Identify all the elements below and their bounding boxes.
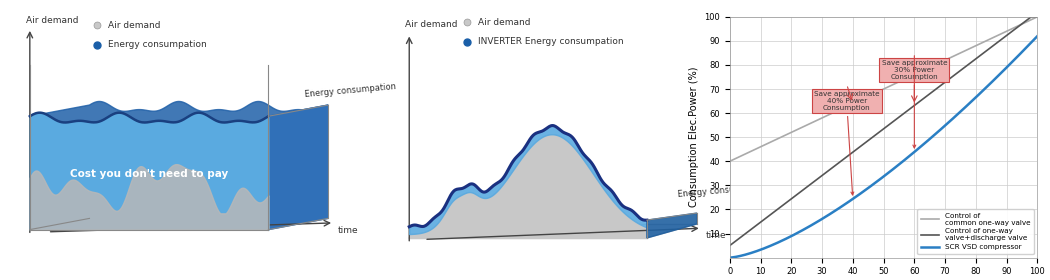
SCR VSD compressor xyxy=(723,256,736,259)
Text: Save approximate
40% Power
Consumption: Save approximate 40% Power Consumption xyxy=(814,91,880,195)
Text: Energy consumpation: Energy consumpation xyxy=(304,83,397,99)
Y-axis label: Consumption Elec.Power (%): Consumption Elec.Power (%) xyxy=(689,67,698,207)
Polygon shape xyxy=(29,101,328,123)
SCR VSD compressor xyxy=(872,179,884,183)
Text: Air demand: Air demand xyxy=(108,21,161,30)
SCR VSD compressor xyxy=(869,181,882,184)
Control of one-way
valve+discharge valve xyxy=(723,244,736,247)
Control of one-way
valve+discharge valve xyxy=(1024,16,1036,19)
Control of
common one-way valve xyxy=(723,160,736,163)
Control of one-way
valve+discharge valve xyxy=(1031,15,1044,18)
Control of
common one-way valve xyxy=(1024,18,1036,22)
Text: Energy consumpation: Energy consumpation xyxy=(677,182,769,199)
Text: Energy consumpation: Energy consumpation xyxy=(108,40,207,49)
Control of
common one-way valve xyxy=(869,91,882,94)
Control of
common one-way valve xyxy=(975,41,988,45)
SCR VSD compressor xyxy=(975,90,988,93)
Control of
common one-way valve xyxy=(890,81,903,85)
Control of one-way
valve+discharge valve xyxy=(906,105,919,108)
SCR VSD compressor xyxy=(1031,34,1044,38)
Control of one-way
valve+discharge valve xyxy=(975,52,988,56)
Text: INVERTER Energy consumpation: INVERTER Energy consumpation xyxy=(478,38,624,46)
SCR VSD compressor xyxy=(890,165,903,168)
SCR VSD compressor xyxy=(906,151,919,155)
Control of
common one-way valve xyxy=(872,90,884,94)
Legend: Control of
common one-way valve, Control of one-way
valve+discharge valve, SCR V: Control of common one-way valve, Control… xyxy=(917,209,1034,254)
SCR VSD compressor xyxy=(1024,42,1036,45)
Text: Save approximate
30% Power
Consumption: Save approximate 30% Power Consumption xyxy=(882,60,947,148)
Control of one-way
valve+discharge valve xyxy=(869,133,882,136)
Polygon shape xyxy=(29,218,328,230)
Line: Control of
common one-way valve: Control of common one-way valve xyxy=(730,17,1037,161)
Text: Cost you don't need to pay: Cost you don't need to pay xyxy=(70,169,228,179)
Text: Air demand: Air demand xyxy=(405,20,458,29)
Text: Air demand: Air demand xyxy=(478,18,530,27)
Text: time: time xyxy=(706,231,727,240)
Control of
common one-way valve xyxy=(906,74,919,77)
Text: Air demand: Air demand xyxy=(26,16,79,25)
Control of
common one-way valve xyxy=(1031,15,1044,18)
Control of one-way
valve+discharge valve xyxy=(890,118,903,121)
Polygon shape xyxy=(410,224,697,238)
Control of one-way
valve+discharge valve xyxy=(872,132,884,135)
Polygon shape xyxy=(269,105,328,230)
Line: SCR VSD compressor: SCR VSD compressor xyxy=(730,36,1037,258)
Text: time: time xyxy=(338,226,358,235)
Control of one-way
valve+discharge valve xyxy=(1025,15,1037,18)
Line: Control of one-way
valve+discharge valve: Control of one-way valve+discharge valve xyxy=(730,17,1037,246)
Polygon shape xyxy=(647,213,697,238)
